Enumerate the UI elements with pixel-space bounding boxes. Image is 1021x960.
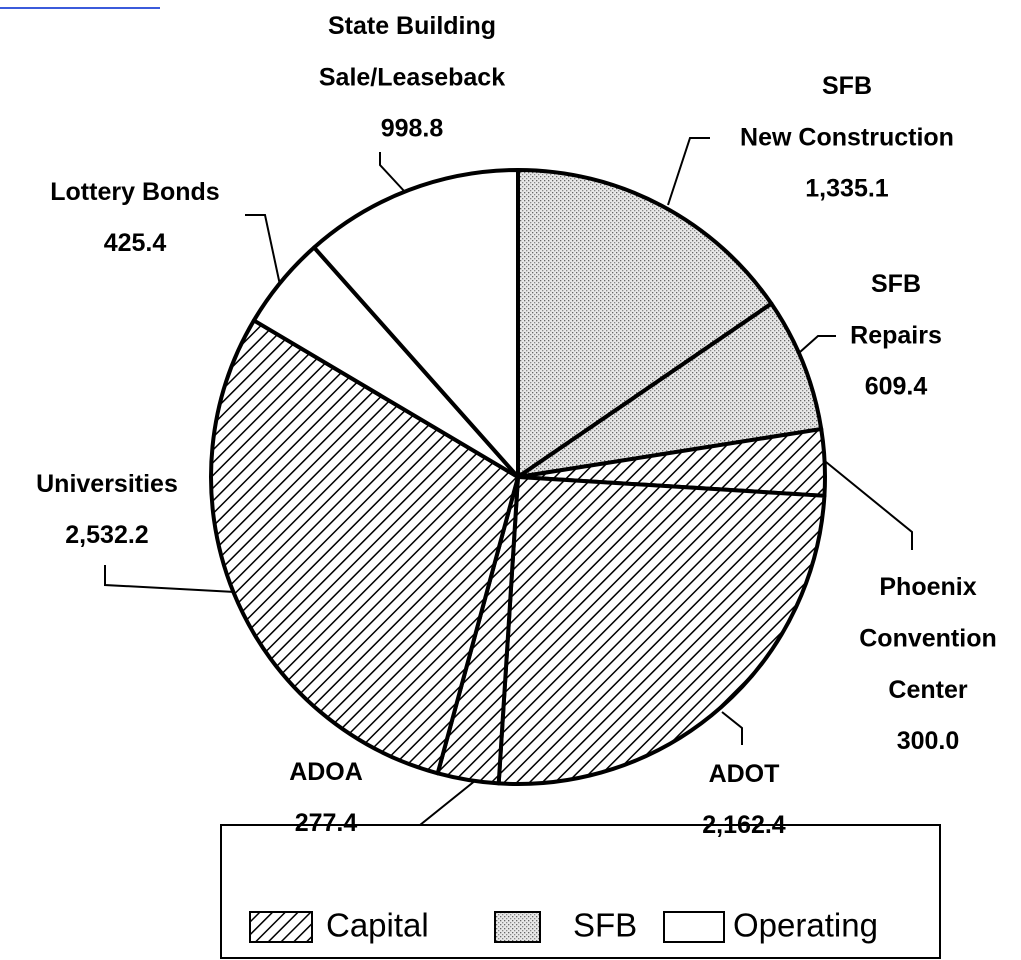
slice-label-line: ADOA <box>289 758 363 786</box>
slice-label: Universities <box>36 470 178 498</box>
leader-line <box>721 711 743 745</box>
legend-label: Capital <box>326 907 429 944</box>
pie-slice <box>312 168 520 479</box>
pie-slice <box>516 301 824 479</box>
slice-label: SFB New Construction <box>740 72 954 152</box>
value-label: 1,335.1 <box>805 175 889 203</box>
slice-label: State Building Sale/Leaseback <box>319 12 505 92</box>
value-label: 2,532.2 <box>65 521 148 549</box>
slice-label-line: SFB <box>871 270 921 298</box>
legend-swatch <box>494 911 541 943</box>
value-label: 300.0 <box>897 727 960 755</box>
slice-label-line: State Building <box>328 12 496 40</box>
value-label: 277.4 <box>295 809 358 837</box>
value-label: 425.4 <box>104 229 167 257</box>
legend-swatch <box>249 911 313 943</box>
slice-label-line: Convention <box>859 624 997 652</box>
leader-line <box>104 565 236 593</box>
leader-line <box>379 152 406 193</box>
slice-label-line: Repairs <box>850 321 942 349</box>
value-label: 609.4 <box>865 373 928 401</box>
leader-line <box>667 137 710 206</box>
pie-slice <box>516 168 774 479</box>
slice-label: SFB Repairs <box>850 270 942 350</box>
legend-label: SFB <box>573 907 637 944</box>
leader-line <box>825 461 913 550</box>
legend-box <box>220 824 941 959</box>
slice-label-line: New Construction <box>740 123 954 151</box>
value-label: 998.8 <box>381 115 444 143</box>
pie-slice <box>496 475 827 786</box>
slice-label-line: ADOT <box>709 760 780 788</box>
slice-label-line: Center <box>888 676 967 704</box>
legend-swatch <box>663 911 725 943</box>
slice-label: ADOA <box>289 758 363 786</box>
legend-label: Operating <box>733 907 878 944</box>
leader-line <box>245 214 281 286</box>
leader-line <box>799 335 836 353</box>
slice-label-line: Sale/Leaseback <box>319 63 505 91</box>
slice-label: Lottery Bonds <box>50 178 219 206</box>
slice-label: Phoenix Convention Center <box>859 573 997 704</box>
value-label: 2,162.4 <box>702 811 786 839</box>
slice-label-line: SFB <box>822 72 872 100</box>
slice-label-line: Universities <box>36 470 178 498</box>
slice-label: ADOT <box>709 760 780 788</box>
slice-label-line: Phoenix <box>879 573 976 601</box>
slice-label-line: Lottery Bonds <box>50 178 219 206</box>
leader-line <box>390 779 477 826</box>
